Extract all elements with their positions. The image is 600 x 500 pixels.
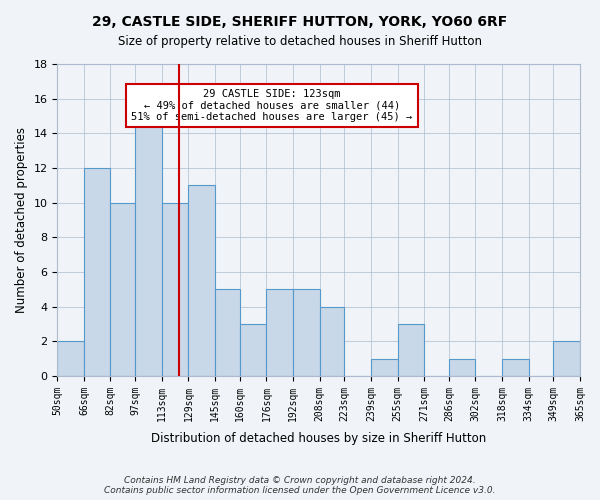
Bar — [215, 290, 240, 376]
Text: Size of property relative to detached houses in Sheriff Hutton: Size of property relative to detached ho… — [118, 35, 482, 48]
Text: 29, CASTLE SIDE, SHERIFF HUTTON, YORK, YO60 6RF: 29, CASTLE SIDE, SHERIFF HUTTON, YORK, Y… — [92, 15, 508, 29]
X-axis label: Distribution of detached houses by size in Sheriff Hutton: Distribution of detached houses by size … — [151, 432, 487, 445]
Bar — [398, 324, 424, 376]
Bar — [110, 202, 136, 376]
Bar — [58, 342, 84, 376]
Text: Contains HM Land Registry data © Crown copyright and database right 2024.
Contai: Contains HM Land Registry data © Crown c… — [104, 476, 496, 495]
Bar — [136, 116, 162, 376]
Bar — [371, 358, 398, 376]
Text: 29 CASTLE SIDE: 123sqm
← 49% of detached houses are smaller (44)
51% of semi-det: 29 CASTLE SIDE: 123sqm ← 49% of detached… — [131, 89, 412, 122]
Bar — [84, 168, 110, 376]
Bar — [162, 202, 188, 376]
Bar — [320, 306, 344, 376]
Bar — [188, 186, 215, 376]
Bar — [266, 290, 293, 376]
Bar — [449, 358, 475, 376]
Y-axis label: Number of detached properties: Number of detached properties — [15, 127, 28, 313]
Bar — [553, 342, 580, 376]
Bar — [293, 290, 320, 376]
Bar — [502, 358, 529, 376]
Bar — [240, 324, 266, 376]
